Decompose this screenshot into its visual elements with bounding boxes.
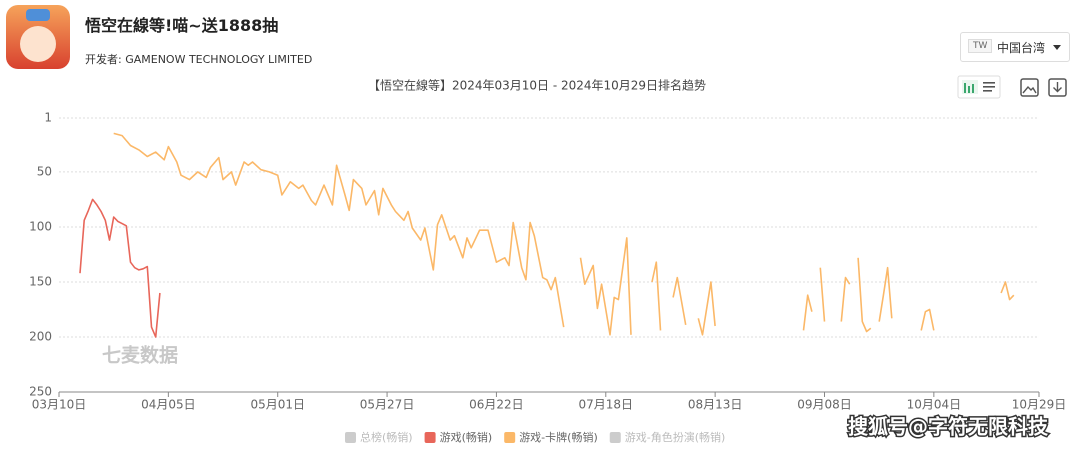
chart-title: 【悟空在線等】2024年03月10日 - 2024年10月29日排名趋势 bbox=[368, 78, 706, 93]
caret bbox=[1053, 45, 1061, 50]
x-tick-label: 06月22日 bbox=[469, 398, 524, 412]
x-tick-label: 04月05日 bbox=[141, 398, 196, 412]
x-tick-label: 05月01日 bbox=[250, 398, 305, 412]
region-name: 中国台湾 bbox=[997, 41, 1046, 55]
legend-label: 游戏-卡牌(畅销) bbox=[519, 430, 598, 444]
legend-item[interactable]: 总榜(畅销) bbox=[345, 430, 413, 444]
legend-item[interactable]: 游戏(畅销) bbox=[424, 430, 493, 444]
developer: 开发者: GAMENOW TECHNOLOGY LIMITED bbox=[85, 53, 313, 66]
y-tick-label: 1 bbox=[44, 111, 52, 125]
x-tick-label: 03月10日 bbox=[32, 398, 87, 412]
x-tick-label: 08月13日 bbox=[688, 398, 743, 412]
legend-label: 游戏-角色扮演(畅销) bbox=[625, 430, 726, 444]
series-line bbox=[79, 198, 161, 338]
x-tick-label: 05月27日 bbox=[360, 398, 415, 412]
toolbar[interactable] bbox=[957, 75, 1067, 99]
legend-swatch bbox=[345, 432, 356, 443]
legend-label: 总榜(畅销) bbox=[360, 430, 413, 444]
region-code: TW bbox=[968, 39, 993, 53]
legend-label: 游戏(畅销) bbox=[440, 430, 493, 444]
y-tick-label: 50 bbox=[37, 164, 52, 178]
legend-item[interactable]: 游戏-角色扮演(畅销) bbox=[609, 430, 726, 444]
x-tick-label: 07月18日 bbox=[579, 398, 634, 412]
x-tick-label: 09月08日 bbox=[797, 398, 852, 412]
legend-item[interactable]: 游戏-卡牌(畅销) bbox=[504, 430, 598, 444]
y-tick-label: 150 bbox=[29, 274, 52, 288]
x-tick-label: 10月29日 bbox=[1012, 398, 1067, 412]
footer-watermark: 搜狐号@字符无限科技 bbox=[848, 415, 1049, 439]
legend-swatch bbox=[504, 432, 516, 443]
app-icon bbox=[6, 5, 70, 69]
region-select[interactable]: TW 中国台湾 bbox=[960, 32, 1070, 62]
y-tick-label: 100 bbox=[29, 219, 52, 233]
chart-watermark: 七麦数据 bbox=[102, 344, 178, 367]
legend-swatch bbox=[424, 432, 436, 443]
x-tick-label: 10月04日 bbox=[907, 398, 962, 412]
y-tick-label: 250 bbox=[29, 385, 52, 399]
y-tick-label: 200 bbox=[29, 329, 52, 343]
series-line bbox=[113, 132, 1015, 336]
legend-swatch bbox=[609, 432, 621, 443]
app-title: 悟空在線等!喵~送1888抽 bbox=[85, 16, 279, 35]
